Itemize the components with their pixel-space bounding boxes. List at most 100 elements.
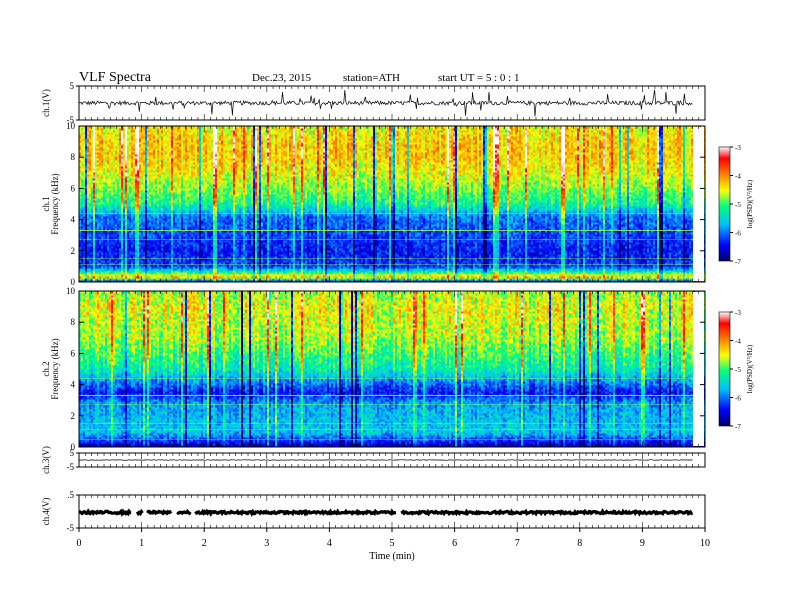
spectrogram-cell <box>147 142 149 144</box>
spectrogram-cell <box>111 224 113 226</box>
spectrogram-cell <box>111 178 113 180</box>
spectrogram-cell <box>119 150 121 152</box>
spectrogram-cell <box>119 166 121 168</box>
spectrogram-cell <box>103 188 105 190</box>
spectrogram-cell <box>105 128 107 130</box>
spectrogram-cell <box>129 158 131 160</box>
spectrogram-cell <box>101 254 103 256</box>
spectrogram-cell <box>151 244 153 246</box>
spectrogram-cell <box>89 150 91 152</box>
spectrogram-cell <box>143 206 145 208</box>
spectrogram-cell <box>127 190 129 192</box>
spectrogram-cell <box>139 162 141 164</box>
spectrogram-cell <box>159 218 161 220</box>
spectrogram-cell <box>85 222 87 224</box>
spectrogram-cell <box>133 224 135 226</box>
spectrogram-cell <box>95 154 97 156</box>
spectrogram-cell <box>153 170 155 172</box>
spectrogram-cell <box>93 156 95 158</box>
spectrogram-cell <box>133 166 135 168</box>
spectrogram-cell <box>99 156 101 158</box>
spectrogram-cell <box>123 146 125 148</box>
spectrogram-cell <box>93 188 95 190</box>
spectrogram-cell <box>87 268 89 270</box>
spectrogram-cell <box>167 148 169 150</box>
spectrogram-cell <box>171 190 173 192</box>
spectrogram-cell <box>131 200 133 202</box>
spectrogram-cell <box>99 186 101 188</box>
spectrogram-cell <box>151 128 153 130</box>
spectrogram-cell <box>173 164 175 166</box>
spectrogram-cell <box>137 200 139 202</box>
spectrogram-cell <box>167 204 169 206</box>
spectrogram-cell <box>123 184 125 186</box>
spectrogram-cell <box>155 236 157 238</box>
spectrogram-cell <box>87 256 89 258</box>
spectrogram-cell <box>105 244 107 246</box>
spectrogram-cell <box>133 254 135 256</box>
spectrogram-cell <box>115 228 117 230</box>
spectrogram-cell <box>107 188 109 190</box>
spectrogram-cell <box>99 170 101 172</box>
spectrogram-cell <box>93 192 95 194</box>
spectrogram-cell <box>161 134 163 136</box>
spectrogram-cell <box>159 180 161 182</box>
spectrogram-cell <box>103 142 105 144</box>
spectrogram-cell <box>131 182 133 184</box>
spectrogram-cell <box>141 206 143 208</box>
spectrogram-cell <box>139 256 141 258</box>
spectrogram-cell <box>105 234 107 236</box>
spectrogram-cell <box>95 128 97 130</box>
spectrogram-cell <box>165 224 167 226</box>
spectrogram-cell <box>149 260 151 262</box>
spectrogram-cell <box>149 130 151 132</box>
spectrogram-cell <box>117 156 119 158</box>
spectrogram-cell <box>145 152 147 154</box>
spectrogram-cell <box>121 174 123 176</box>
spectrogram-cell <box>133 260 135 262</box>
spectrogram-cell <box>113 180 115 182</box>
spectrogram-cell <box>89 146 91 148</box>
spectrogram-cell <box>173 136 175 138</box>
spectrogram-cell <box>87 210 89 212</box>
spectrogram-cell <box>105 136 107 138</box>
spectrogram-cell <box>87 198 89 200</box>
spectrogram-cell <box>99 190 101 192</box>
spectrogram-cell <box>107 224 109 226</box>
spectrogram-cell <box>141 148 143 150</box>
spectrogram-cell <box>157 278 159 280</box>
spectrogram-cell <box>175 216 177 218</box>
spectrogram-cell <box>105 208 107 210</box>
spectrogram-cell <box>177 254 179 256</box>
spectrogram-cell <box>95 130 97 132</box>
spectrogram-cell <box>123 224 125 226</box>
spectrogram-cell <box>127 176 129 178</box>
spectrogram-cell <box>141 262 143 264</box>
spectrogram-cell <box>153 252 155 254</box>
spectrogram-cell <box>129 186 131 188</box>
spectrogram-cell <box>145 190 147 192</box>
spectrogram-cell <box>157 170 159 172</box>
spectrogram-cell <box>121 154 123 156</box>
spectrogram-cell <box>141 172 143 174</box>
spectrogram-cell <box>157 268 159 270</box>
spectrogram-cell <box>157 150 159 152</box>
spectrogram-cell <box>167 166 169 168</box>
spectrogram-cell <box>83 140 85 142</box>
spectrogram-cell <box>121 148 123 150</box>
spectrogram-cell <box>153 156 155 158</box>
spectrogram-cell <box>93 220 95 222</box>
spectrogram-cell <box>113 130 115 132</box>
spectrogram-cell <box>159 202 161 204</box>
spectrogram-cell <box>151 228 153 230</box>
spectrogram-cell <box>99 278 101 280</box>
spectrogram-cell <box>87 170 89 172</box>
spectrogram-cell <box>131 128 133 130</box>
spectrogram-cell <box>165 210 167 212</box>
spectrogram-cell <box>141 154 143 156</box>
spectrogram-cell <box>165 242 167 244</box>
spectrogram-cell <box>89 166 91 168</box>
spectrogram-cell <box>105 268 107 270</box>
spectrogram-cell <box>133 250 135 252</box>
spectrogram-cell <box>155 200 157 202</box>
